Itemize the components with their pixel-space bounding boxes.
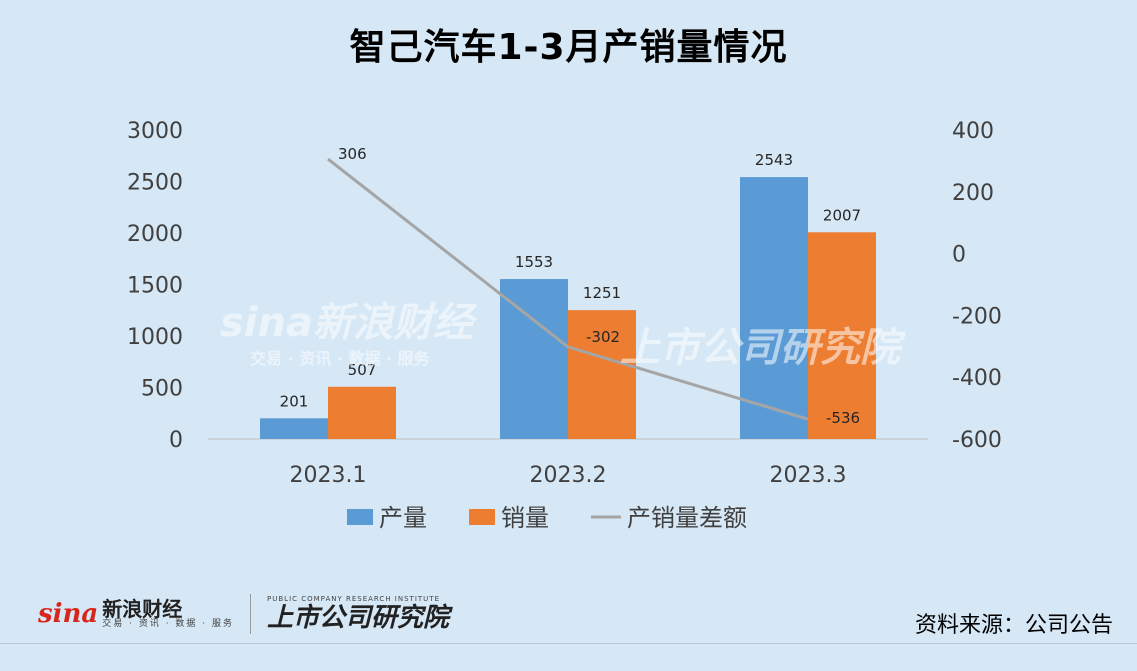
line-series: [327, 157, 809, 421]
y-axis-right: -600 -400 -200 0 200 400: [952, 119, 1002, 453]
legend-label: 销量: [501, 504, 549, 532]
y-tick-label-left: 2000: [127, 222, 183, 247]
y-tick-label-right: -400: [952, 366, 1002, 391]
bar-data-label: 2007: [823, 206, 861, 224]
legend-swatch: [347, 509, 373, 525]
line-path: [327, 157, 809, 421]
bar-series: [260, 177, 876, 440]
chart-title: 智己汽车1-3月产销量情况: [349, 27, 788, 68]
legend-label: 产量: [379, 504, 427, 532]
bar-data-label: 507: [348, 361, 377, 379]
y-tick-label-left: 1000: [127, 325, 183, 350]
y-tick-label-right: 400: [952, 119, 994, 144]
institute-brand: PUBLIC COMPANY RESEARCH INSTITUTE 上市公司研究…: [267, 594, 450, 633]
bar: [260, 418, 328, 439]
institute-english: PUBLIC COMPANY RESEARCH INSTITUTE: [267, 594, 440, 603]
sina-name: 新浪财经: [102, 597, 183, 622]
sina-brand: 新浪财经 交易 · 资讯 · 数据 · 服务: [102, 598, 234, 630]
brand-divider: [250, 594, 252, 634]
bar: [500, 279, 568, 439]
bar-data-label: 1553: [515, 253, 553, 271]
bar-data-label: 1251: [583, 284, 621, 302]
data-labels: 201 507 1553 1251 2543 2007 306 -302 -536: [280, 145, 861, 427]
sina-tagline: 交易 · 资讯 · 数据 · 服务: [102, 619, 235, 630]
x-category-label: 2023.1: [290, 463, 367, 488]
bar-data-label: 201: [280, 392, 309, 410]
y-tick-label-left: 500: [141, 377, 183, 402]
y-tick-label-left: 0: [169, 428, 183, 453]
bar: [808, 232, 876, 439]
y-tick-label-right: 0: [952, 243, 966, 268]
bar: [740, 177, 808, 440]
x-axis-categories: 2023.1 2023.2 2023.3: [290, 463, 847, 488]
footer-brand: sina 新浪财经 交易 · 资讯 · 数据 · 服务 PUBLIC COMPA…: [38, 592, 449, 636]
y-tick-label-left: 3000: [127, 119, 183, 144]
y-tick-label-left: 1500: [127, 274, 183, 299]
source-note: 资料来源：公司公告: [914, 613, 1113, 638]
y-axis-left: 0 500 1000 1500 2000 2500 3000: [127, 119, 183, 453]
x-category-label: 2023.2: [530, 463, 607, 488]
x-category-label: 2023.3: [770, 463, 847, 488]
bar-data-label: 2543: [755, 151, 793, 169]
footer-divider: [0, 643, 1137, 644]
legend: 产量 销量 产销量差额: [347, 504, 747, 532]
legend-label: 产销量差额: [627, 504, 747, 532]
institute-name: 上市公司研究院: [267, 602, 450, 633]
legend-swatch: [469, 509, 495, 525]
y-tick-label-left: 2500: [127, 171, 183, 196]
bar: [568, 310, 636, 439]
bar: [328, 386, 396, 439]
sina-logo: sina: [38, 599, 99, 629]
line-data-label: -302: [586, 328, 620, 346]
line-data-label: 306: [338, 145, 367, 163]
line-data-label: -536: [826, 409, 860, 427]
y-tick-label-right: -200: [952, 304, 1002, 329]
y-tick-label-right: 200: [952, 181, 994, 206]
chart-area: 0 500 1000 1500 2000 2500 3000 -600 -400 -200 0 20…: [127, 119, 1002, 532]
y-tick-label-right: -600: [952, 428, 1002, 453]
